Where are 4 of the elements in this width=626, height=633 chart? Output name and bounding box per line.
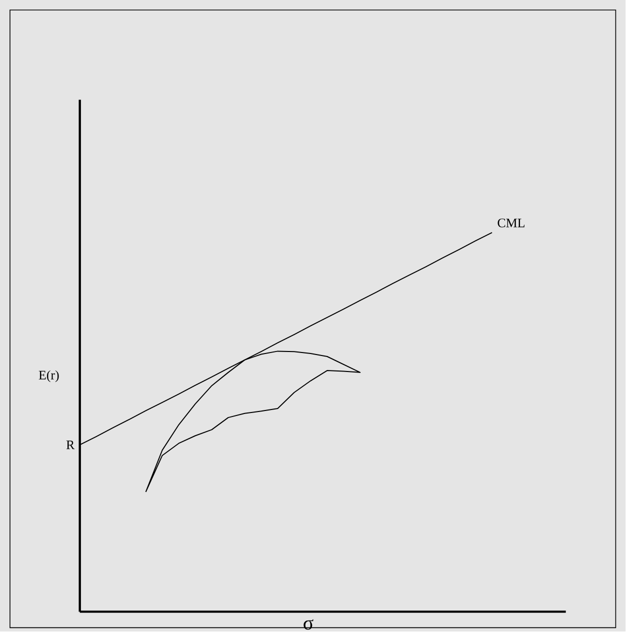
x-axis-title: σ [304,619,314,630]
y-axis-title: E(r) [39,370,59,382]
text: CML [498,218,525,228]
annotation: R [66,440,75,450]
